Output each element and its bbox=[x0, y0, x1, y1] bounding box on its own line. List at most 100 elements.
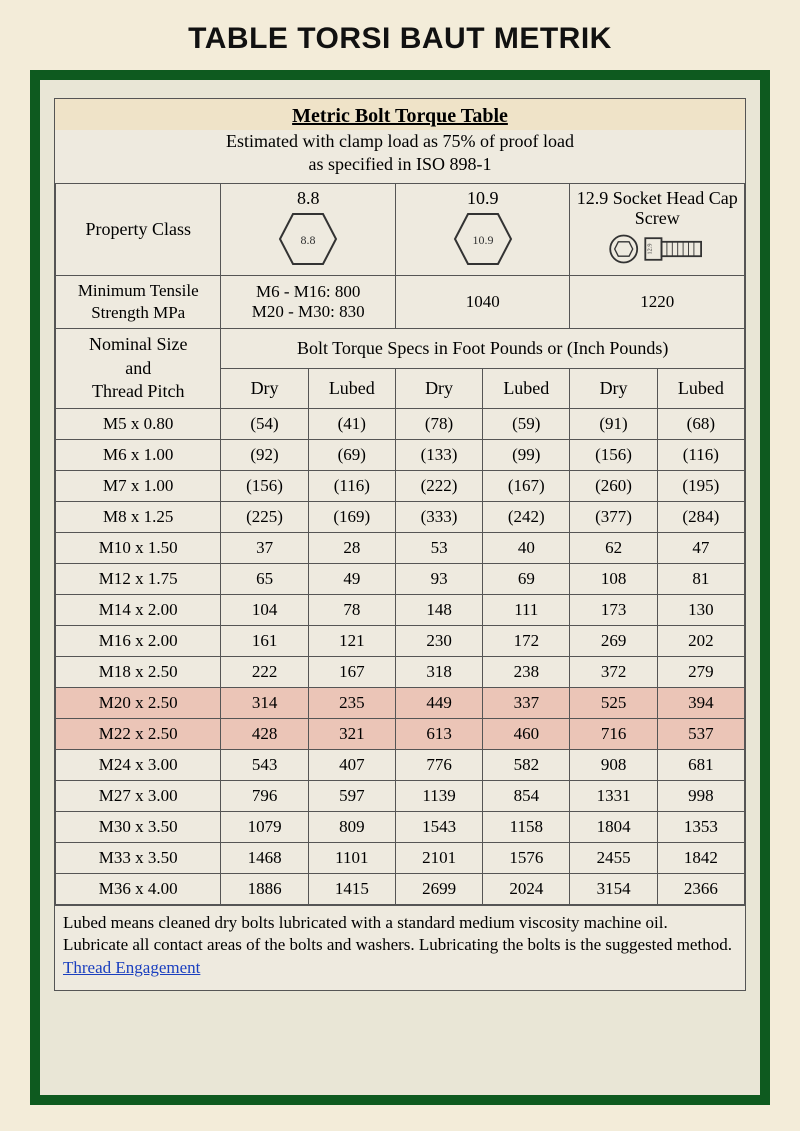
value-cell: 78 bbox=[308, 594, 395, 625]
table-row: M24 x 3.00543407776582908681 bbox=[56, 749, 745, 780]
value-cell: 111 bbox=[483, 594, 570, 625]
min-tensile-10-9: 1040 bbox=[395, 276, 570, 329]
table-row: M22 x 2.50428321613460716537 bbox=[56, 718, 745, 749]
size-cell: M20 x 2.50 bbox=[56, 687, 221, 718]
value-cell: (133) bbox=[395, 439, 482, 470]
value-cell: 1543 bbox=[395, 811, 482, 842]
nominal-size-label: Nominal Size and Thread Pitch bbox=[56, 329, 221, 408]
table-row: M12 x 1.756549936910881 bbox=[56, 563, 745, 594]
page-title: TABLE TORSI BAUT METRIK bbox=[0, 0, 800, 70]
property-class-text: Property Class bbox=[85, 219, 191, 239]
value-cell: 2101 bbox=[395, 842, 482, 873]
value-cell: 543 bbox=[221, 749, 308, 780]
value-cell: (222) bbox=[395, 470, 482, 501]
col-dry-129: Dry bbox=[570, 368, 657, 408]
class-8-8-label: 8.8 bbox=[225, 188, 391, 209]
value-cell: 1576 bbox=[483, 842, 570, 873]
value-cell: 1804 bbox=[570, 811, 657, 842]
svg-text:12.9: 12.9 bbox=[647, 244, 654, 255]
value-cell: 81 bbox=[657, 563, 744, 594]
size-cell: M16 x 2.00 bbox=[56, 625, 221, 656]
value-cell: (69) bbox=[308, 439, 395, 470]
table-row: M14 x 2.0010478148111173130 bbox=[56, 594, 745, 625]
socket-head-icon: 12.9 bbox=[574, 231, 740, 267]
value-cell: 613 bbox=[395, 718, 482, 749]
value-cell: 93 bbox=[395, 563, 482, 594]
table-row: M5 x 0.80(54)(41)(78)(59)(91)(68) bbox=[56, 408, 745, 439]
hex-bolt-icon-10-9: 10.9 bbox=[400, 211, 566, 267]
value-cell: 172 bbox=[483, 625, 570, 656]
col-lubed-88: Lubed bbox=[308, 368, 395, 408]
value-cell: 1468 bbox=[221, 842, 308, 873]
mts-88-line2: M20 - M30: 830 bbox=[252, 302, 365, 321]
value-cell: 1331 bbox=[570, 780, 657, 811]
value-cell: 321 bbox=[308, 718, 395, 749]
value-cell: (156) bbox=[570, 439, 657, 470]
hex-bolt-icon-8-8: 8.8 bbox=[225, 211, 391, 267]
min-tensile-12-9: 1220 bbox=[570, 276, 745, 329]
value-cell: 1353 bbox=[657, 811, 744, 842]
value-cell: 1886 bbox=[221, 873, 308, 904]
socket-screw-icon: 12.9 bbox=[607, 231, 707, 267]
value-cell: 130 bbox=[657, 594, 744, 625]
value-cell: 69 bbox=[483, 563, 570, 594]
value-cell: 235 bbox=[308, 687, 395, 718]
value-cell: 2366 bbox=[657, 873, 744, 904]
value-cell: 47 bbox=[657, 532, 744, 563]
value-cell: 2699 bbox=[395, 873, 482, 904]
value-cell: 1079 bbox=[221, 811, 308, 842]
mts-88-line1: M6 - M16: 800 bbox=[256, 282, 360, 301]
value-cell: (167) bbox=[483, 470, 570, 501]
value-cell: 3154 bbox=[570, 873, 657, 904]
value-cell: 202 bbox=[657, 625, 744, 656]
value-cell: (116) bbox=[308, 470, 395, 501]
value-cell: 65 bbox=[221, 563, 308, 594]
value-cell: (99) bbox=[483, 439, 570, 470]
size-cell: M33 x 3.50 bbox=[56, 842, 221, 873]
value-cell: 148 bbox=[395, 594, 482, 625]
size-cell: M5 x 0.80 bbox=[56, 408, 221, 439]
value-cell: (333) bbox=[395, 501, 482, 532]
value-cell: 238 bbox=[483, 656, 570, 687]
value-cell: (78) bbox=[395, 408, 482, 439]
col-dry-88: Dry bbox=[221, 368, 308, 408]
footnote-text: Lubed means cleaned dry bolts lubricated… bbox=[63, 913, 732, 955]
value-cell: 428 bbox=[221, 718, 308, 749]
outer-frame: Metric Bolt Torque Table Estimated with … bbox=[30, 70, 770, 1105]
value-cell: (225) bbox=[221, 501, 308, 532]
value-cell: 776 bbox=[395, 749, 482, 780]
thread-engagement-link[interactable]: Thread Engagement bbox=[63, 958, 200, 977]
value-cell: (169) bbox=[308, 501, 395, 532]
min-tensile-8-8: M6 - M16: 800 M20 - M30: 830 bbox=[221, 276, 396, 329]
value-cell: 525 bbox=[570, 687, 657, 718]
value-cell: (260) bbox=[570, 470, 657, 501]
nominal-l1: Nominal Size bbox=[89, 334, 187, 354]
value-cell: 121 bbox=[308, 625, 395, 656]
svg-text:8.8: 8.8 bbox=[301, 233, 316, 247]
value-cell: 796 bbox=[221, 780, 308, 811]
footnote: Lubed means cleaned dry bolts lubricated… bbox=[55, 905, 745, 991]
size-cell: M24 x 3.00 bbox=[56, 749, 221, 780]
value-cell: 597 bbox=[308, 780, 395, 811]
size-cell: M7 x 1.00 bbox=[56, 470, 221, 501]
value-cell: 854 bbox=[483, 780, 570, 811]
value-cell: 2455 bbox=[570, 842, 657, 873]
value-cell: (68) bbox=[657, 408, 744, 439]
value-cell: 104 bbox=[221, 594, 308, 625]
value-cell: (116) bbox=[657, 439, 744, 470]
value-cell: 269 bbox=[570, 625, 657, 656]
table-row: M20 x 2.50314235449337525394 bbox=[56, 687, 745, 718]
value-cell: (91) bbox=[570, 408, 657, 439]
value-cell: 394 bbox=[657, 687, 744, 718]
col-lubed-129: Lubed bbox=[657, 368, 744, 408]
value-cell: (377) bbox=[570, 501, 657, 532]
col-lubed-109: Lubed bbox=[483, 368, 570, 408]
value-cell: 49 bbox=[308, 563, 395, 594]
value-cell: 62 bbox=[570, 532, 657, 563]
nominal-l2: and bbox=[125, 358, 151, 378]
hexagon-icon: 8.8 bbox=[277, 211, 339, 267]
hexagon-icon: 10.9 bbox=[452, 211, 514, 267]
torque-table: Property Class 8.8 8.8 10.9 bbox=[55, 183, 745, 905]
value-cell: 279 bbox=[657, 656, 744, 687]
value-cell: 28 bbox=[308, 532, 395, 563]
